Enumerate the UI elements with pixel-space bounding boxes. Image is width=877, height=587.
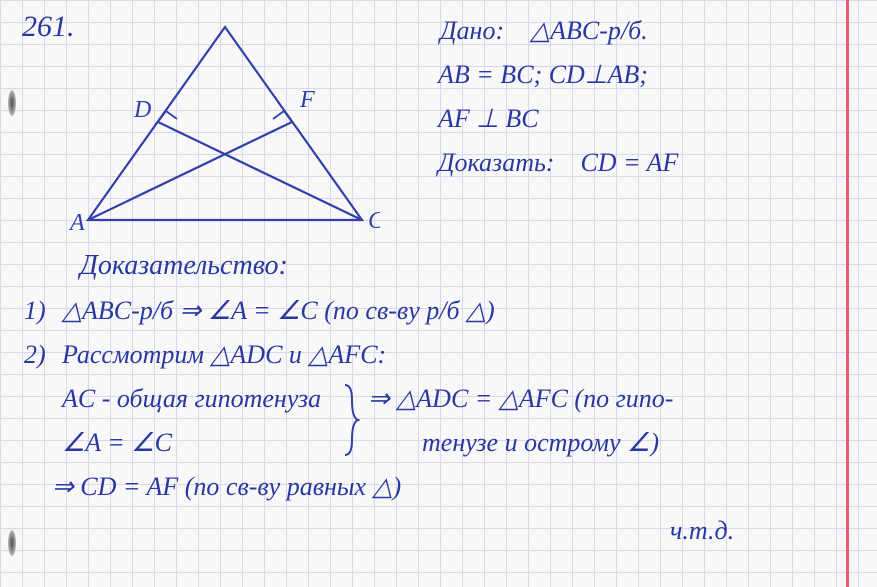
step2-conclusion2: тенузе и острому ∠) [422,428,659,458]
svg-text:A: A [68,210,85,235]
brace-icon [340,380,360,460]
step2-conclusion: ⇒ △ADC = △AFC (по гипо- [368,384,673,414]
step1-text: △ABC-р/б ⇒ ∠A = ∠C (по св-ву р/б △) [62,296,495,326]
binding-hole [8,90,16,116]
step2-sub1: AC - общая гипотенуза [62,384,321,414]
margin-line [846,0,849,587]
step1-num: 1) [24,296,46,326]
qed: ч.т.д. [670,516,734,546]
svg-text:D: D [133,97,151,123]
triangle-diagram: A B C D F [60,25,380,235]
svg-text:F: F [299,87,315,113]
proof-label: Доказательство: [80,250,288,282]
svg-text:C: C [368,208,380,234]
step2-sub2: ∠A = ∠C [62,428,172,458]
given-line3: AF ⊥ BC [438,104,539,134]
prove-statement: CD = AF [580,148,678,177]
prove-line: Доказать: CD = AF [438,148,678,178]
given-label-text: Дано: [440,16,504,45]
svg-text:B: B [218,25,233,29]
binding-hole [8,530,16,556]
final-step: ⇒ CD = AF (по св-ву равных △) [52,472,401,502]
given-triangle: △ABC-р/б. [530,16,648,45]
step2-text: Рассмотрим △ADC и △AFC: [62,340,386,370]
given-line2: AB = BC; CD⊥AB; [438,60,648,90]
step2-num: 2) [24,340,46,370]
given-label: Дано: △ABC-р/б. [440,16,648,46]
prove-label: Доказать: [438,148,554,177]
